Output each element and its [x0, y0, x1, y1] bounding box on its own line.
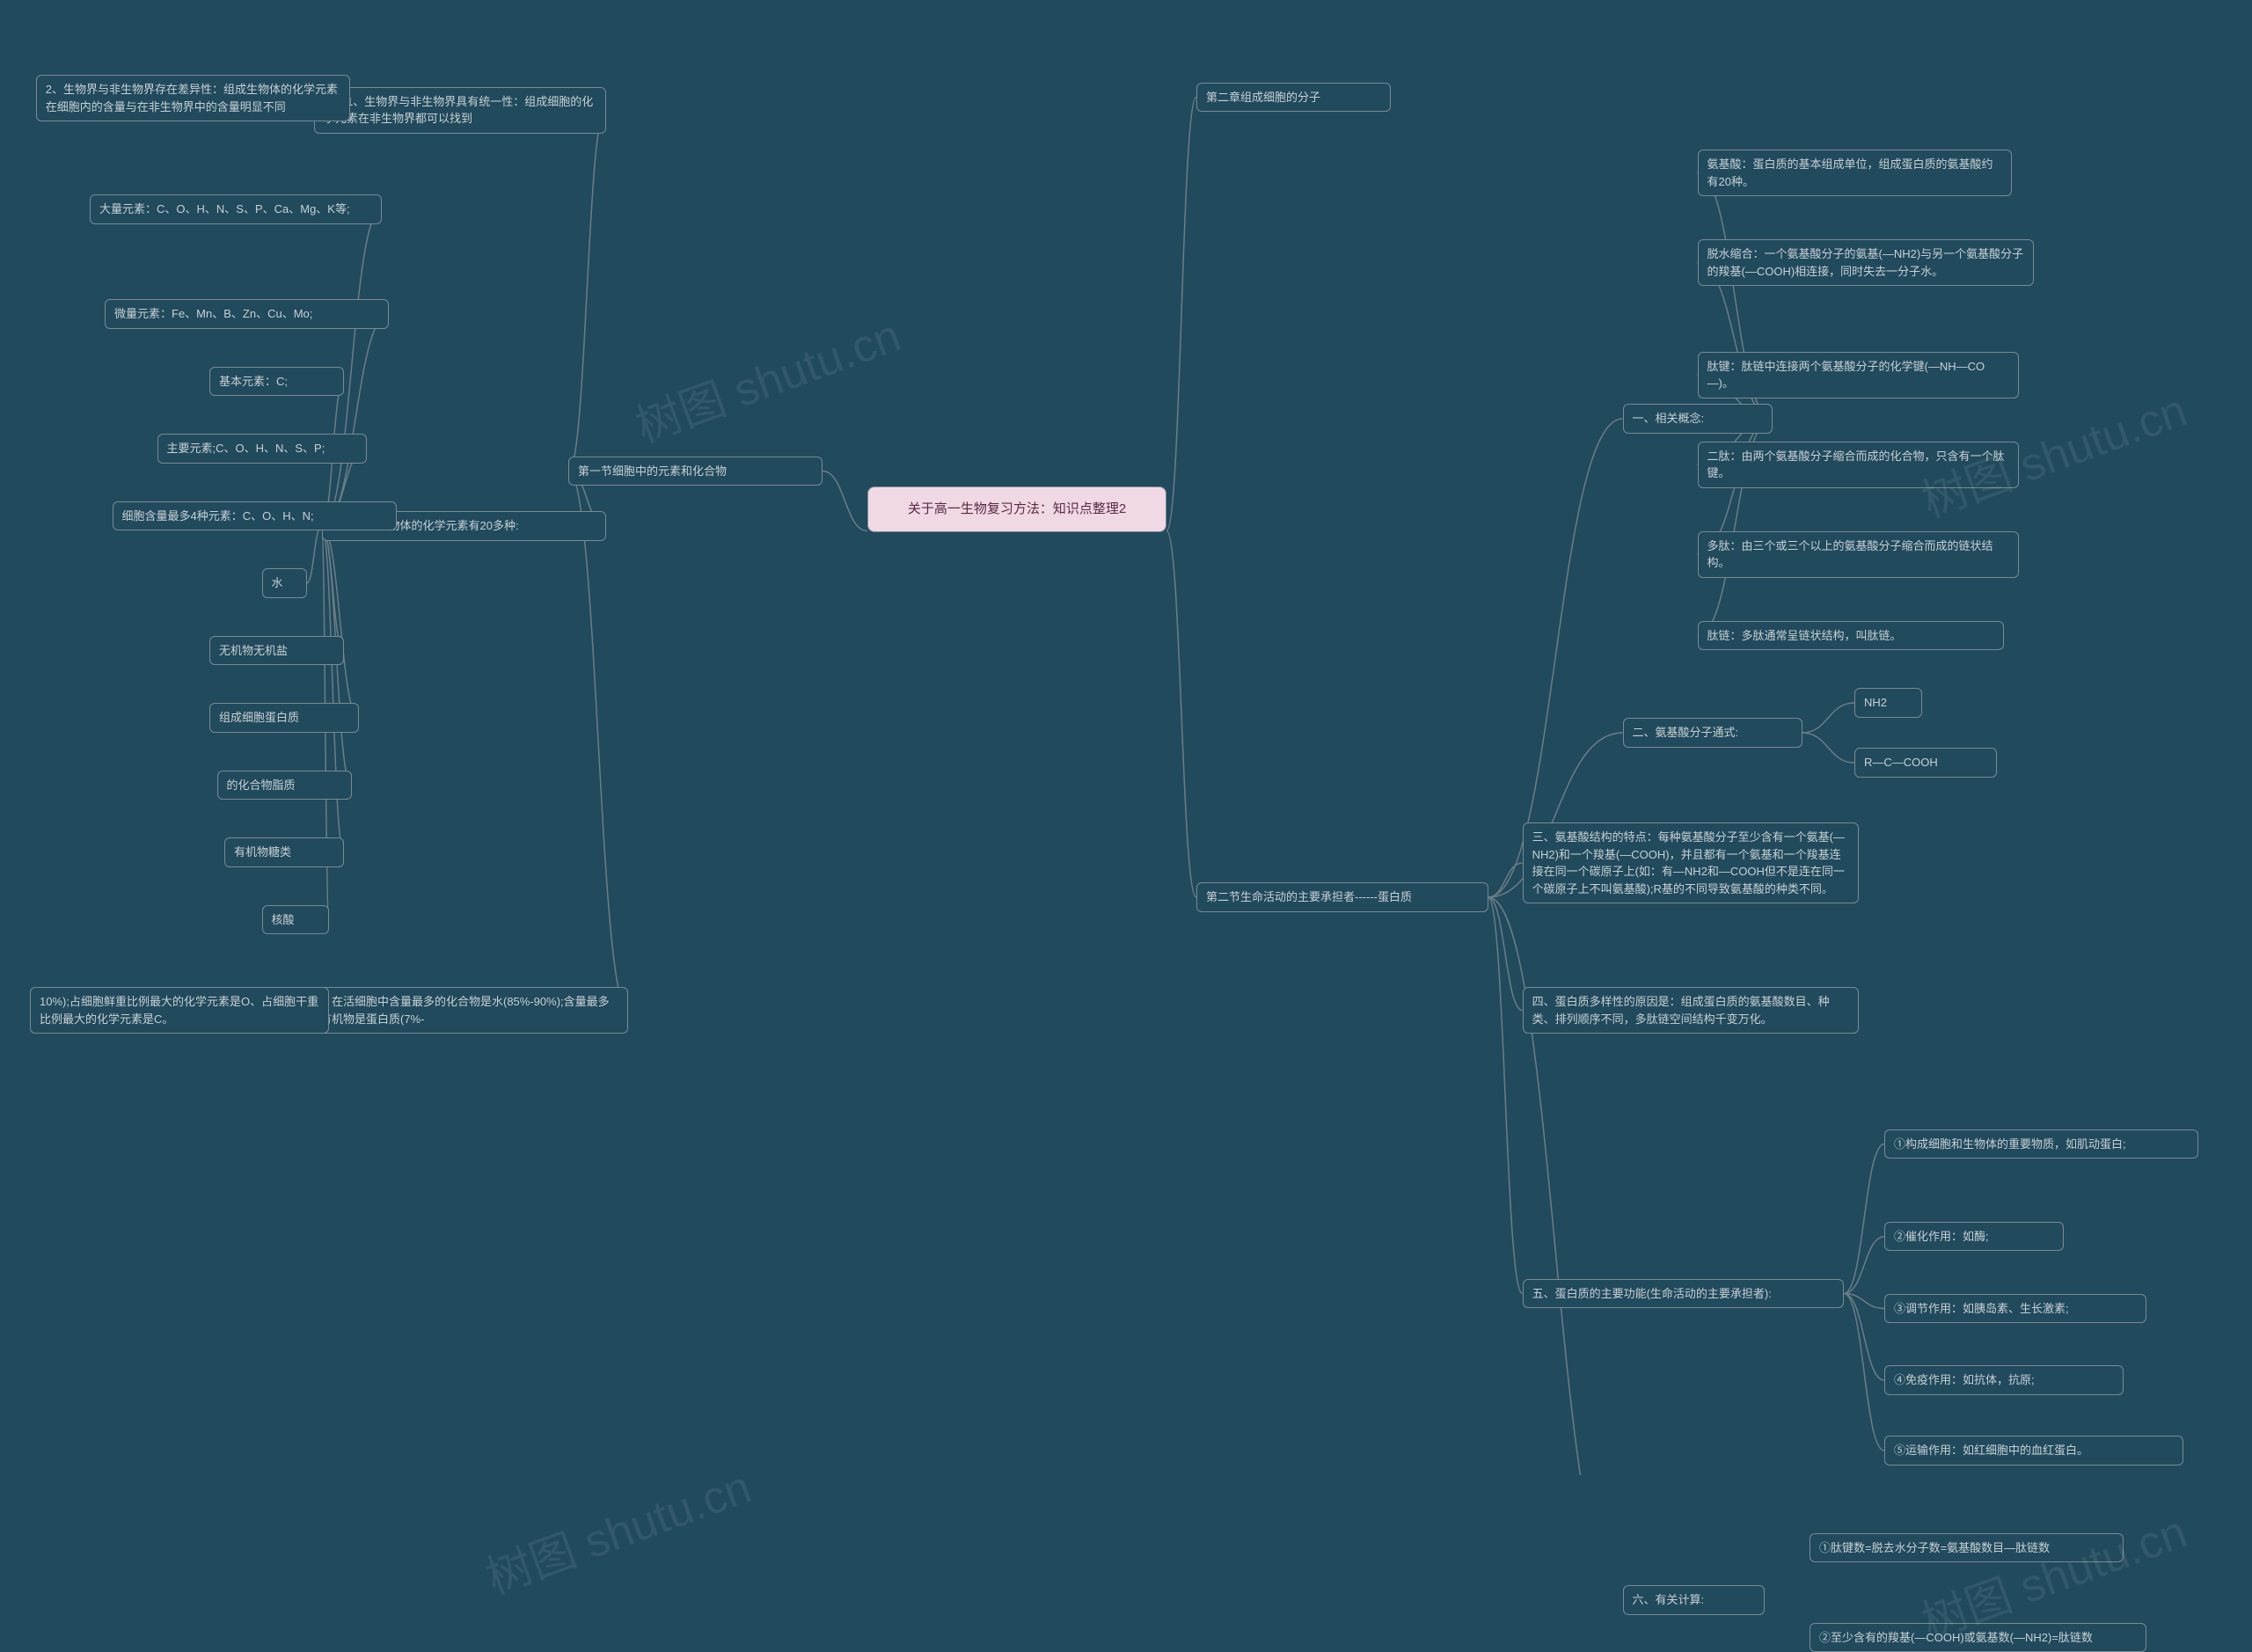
mindmap-node[interactable]: 多肽：由三个或三个以上的氨基酸分子缩合而成的链状结构。	[1698, 531, 2020, 578]
mindmap-node[interactable]: 脱水缩合：一个氨基酸分子的氨基(—NH2)与另一个氨基酸分子的羧基(—COOH)…	[1698, 239, 2035, 286]
mindmap-node[interactable]: ②催化作用：如酶;	[1884, 1222, 2064, 1252]
mindmap-node[interactable]: ③调节作用：如胰岛素、生长激素;	[1884, 1294, 2146, 1324]
mindmap-node[interactable]: ②至少含有的羧基(—COOH)或氨基数(—NH2)=肽链数	[1810, 1623, 2146, 1652]
mindmap-node[interactable]: 第二节生命活动的主要承担者------蛋白质	[1196, 882, 1488, 912]
mindmap-node[interactable]: 2、生物界与非生物界存在差异性：组成生物体的化学元素在细胞内的含量与在非生物界中…	[36, 75, 350, 121]
mindmap-node[interactable]: 三、在活细胞中含量最多的化合物是水(85%-90%);含量最多的有机物是蛋白质(…	[299, 987, 628, 1034]
edge	[1166, 531, 1196, 898]
edge	[307, 526, 322, 583]
mindmap-node[interactable]: 二肽：由两个氨基酸分子缩合而成的化合物，只含有一个肽键。	[1698, 442, 2020, 488]
mindmap-node[interactable]: ④免疫作用：如抗体，抗原;	[1884, 1365, 2124, 1395]
mindmap-node[interactable]: 大量元素：C、O、H、N、S、P、Ca、Mg、K等;	[90, 194, 382, 224]
edge	[1488, 897, 1623, 1475]
edge	[1166, 98, 1196, 531]
mindmap-node[interactable]: R—C—COOH	[1854, 748, 1997, 778]
mindmap-node[interactable]: 二、氨基酸分子通式:	[1623, 718, 1802, 748]
mindmap-node[interactable]: ⑤运输作用：如红细胞中的血红蛋白。	[1884, 1436, 2183, 1466]
edge	[1802, 703, 1855, 733]
mindmap-node[interactable]: 微量元素：Fe、Mn、B、Zn、Cu、Mo;	[105, 299, 389, 329]
mindmap-node[interactable]: NH2	[1854, 688, 1922, 718]
mindmap-node[interactable]: 第一节细胞中的元素和化合物	[568, 457, 823, 486]
edge	[322, 314, 390, 526]
mindmap-node[interactable]: 肽键：肽链中连接两个氨基酸分子的化学键(—NH—CO—)。	[1698, 352, 2020, 398]
edge	[568, 471, 628, 1011]
mindmap-node[interactable]: 一、1、生物界与非生物界具有统一性：组成细胞的化学元素在非生物界都可以找到	[314, 87, 606, 134]
mindmap-node[interactable]: 10%);占细胞鲜重比例最大的化学元素是O、占细胞干重比例最大的化学元素是C。	[30, 987, 329, 1034]
mindmap-node[interactable]: 第二章组成细胞的分子	[1196, 83, 1391, 113]
mindmap-node[interactable]: 四、蛋白质多样性的原因是：组成蛋白质的氨基酸数目、种类、排列顺序不同，多肽链空间…	[1523, 987, 1860, 1034]
mindmap-node[interactable]: 基本元素：C;	[209, 367, 344, 397]
edge	[1844, 1237, 1884, 1294]
mindmap-node[interactable]: 三、氨基酸结构的特点：每种氨基酸分子至少含有一个氨基(—NH2)和一个羧基(—C…	[1523, 822, 1860, 903]
mindmap-node[interactable]: 的化合物脂质	[217, 771, 352, 800]
mindmap-node[interactable]: ①构成细胞和生物体的重要物质，如肌动蛋白;	[1884, 1129, 2198, 1159]
mindmap-node[interactable]: 有机物糖类	[224, 837, 344, 867]
mindmap-node[interactable]: 氨基酸：蛋白质的基本组成单位，组成蛋白质的氨基酸约有20种。	[1698, 150, 2012, 196]
mindmap-node[interactable]: ①肽键数=脱去水分子数=氨基酸数目—肽链数	[1810, 1533, 2124, 1563]
edge	[1802, 733, 1855, 763]
mindmap-node[interactable]: 无机物无机盐	[209, 636, 344, 666]
mindmap-node[interactable]: 六、有关计算:	[1623, 1585, 1766, 1615]
mindmap-node[interactable]: 肽链：多肽通常呈链状结构，叫肽链。	[1698, 621, 2005, 651]
mindmap-node[interactable]: 水	[262, 568, 307, 598]
edge	[568, 110, 606, 471]
edge	[1488, 863, 1523, 897]
mindmap-node[interactable]: 组成细胞蛋白质	[209, 703, 359, 733]
mindmap-node[interactable]: 细胞含量最多4种元素：C、O、H、N;	[113, 501, 397, 531]
mindmap-node[interactable]: 五、蛋白质的主要功能(生命活动的主要承担者):	[1523, 1279, 1845, 1309]
root-node[interactable]: 关于高一生物复习方法：知识点整理2	[867, 486, 1166, 533]
mindmap-node[interactable]: 核酸	[262, 905, 330, 935]
mindmap-node[interactable]: 主要元素;C、O、H、N、S、P;	[157, 434, 367, 464]
edge	[1844, 1294, 1884, 1451]
edge	[1844, 1144, 1884, 1294]
mindmap-node[interactable]: 一、相关概念:	[1623, 404, 1773, 434]
edge	[823, 471, 867, 531]
